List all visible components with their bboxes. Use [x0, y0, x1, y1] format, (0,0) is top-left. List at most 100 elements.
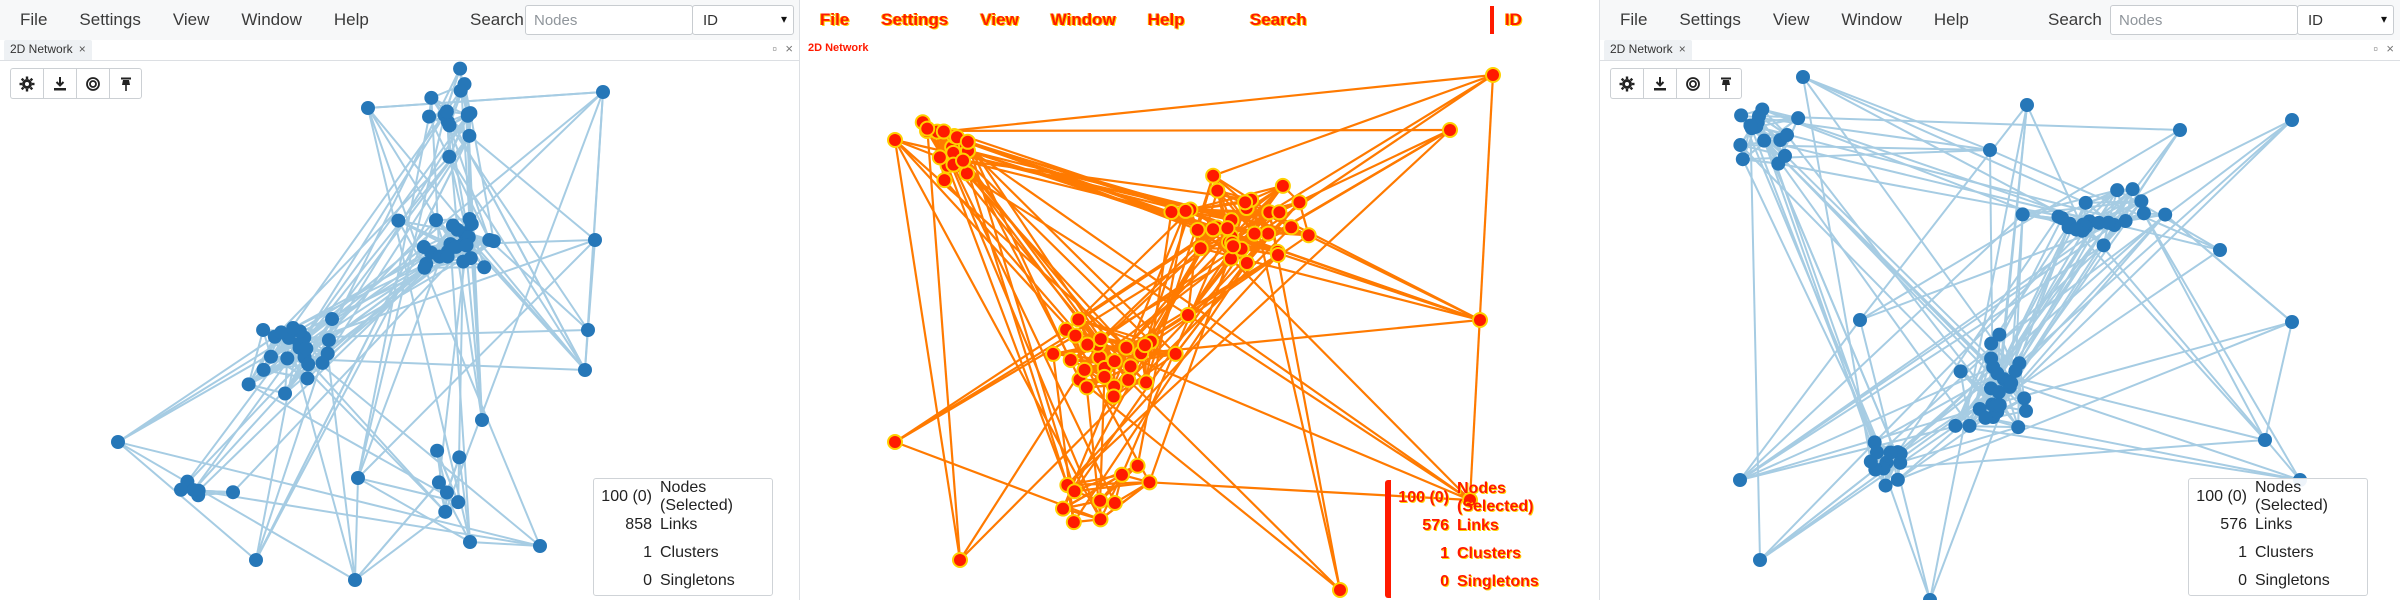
menu-settings[interactable]: Settings	[881, 10, 949, 29]
network-node[interactable]	[2136, 206, 2151, 221]
network-node[interactable]	[1096, 368, 1113, 385]
network-canvas[interactable]	[800, 60, 1600, 600]
network-node[interactable]	[1106, 353, 1123, 370]
network-node[interactable]	[1869, 445, 1884, 460]
search-input[interactable]	[525, 5, 693, 35]
network-node[interactable]	[1332, 582, 1348, 598]
network-node[interactable]	[1893, 455, 1908, 470]
network-node[interactable]	[2258, 433, 2272, 447]
menu-view[interactable]: View	[980, 10, 1019, 29]
network-node[interactable]	[263, 349, 278, 364]
menu-window[interactable]: Window	[1841, 10, 1902, 29]
network-canvas[interactable]	[1600, 60, 2400, 600]
network-node[interactable]	[315, 355, 330, 370]
network-node[interactable]	[1138, 374, 1155, 391]
menu-help[interactable]: Help	[333, 10, 369, 29]
network-node[interactable]	[1733, 138, 1748, 153]
network-node[interactable]	[2078, 195, 2093, 210]
network-node[interactable]	[1163, 203, 1180, 220]
network-node[interactable]	[2125, 182, 2140, 197]
network-node[interactable]	[431, 475, 446, 490]
network-node[interactable]	[1076, 361, 1093, 378]
network-node[interactable]	[280, 351, 295, 366]
network-node[interactable]	[1209, 182, 1226, 199]
network-node[interactable]	[111, 435, 125, 449]
network-node[interactable]	[2015, 207, 2030, 222]
network-node[interactable]	[286, 321, 301, 336]
network-node[interactable]	[955, 152, 972, 169]
network-node[interactable]	[1883, 445, 1898, 460]
network-node[interactable]	[2110, 183, 2125, 198]
network-node[interactable]	[931, 149, 948, 166]
network-node[interactable]	[935, 123, 952, 140]
network-node[interactable]	[445, 218, 460, 233]
network-node[interactable]	[274, 325, 289, 340]
network-node[interactable]	[348, 573, 362, 587]
network-node[interactable]	[1167, 345, 1184, 362]
network-node[interactable]	[1791, 111, 1806, 126]
network-node[interactable]	[416, 240, 431, 255]
network-node[interactable]	[1984, 336, 1999, 351]
network-node[interactable]	[1953, 364, 1968, 379]
network-node[interactable]	[241, 377, 256, 392]
network-node[interactable]	[533, 539, 547, 553]
network-node[interactable]	[1984, 351, 1999, 366]
network-node[interactable]	[1948, 418, 1963, 433]
network-node[interactable]	[1796, 70, 1810, 84]
network-node[interactable]	[451, 495, 466, 510]
network-node[interactable]	[301, 357, 316, 372]
network-node[interactable]	[226, 485, 241, 500]
network-node[interactable]	[256, 362, 271, 377]
menu-file[interactable]: File	[20, 10, 48, 29]
network-node[interactable]	[2020, 98, 2034, 112]
network-node[interactable]	[173, 482, 188, 497]
network-node[interactable]	[321, 333, 336, 348]
network-node[interactable]	[1079, 336, 1096, 353]
network-node[interactable]	[2101, 215, 2116, 230]
close-icon[interactable]: ×	[1678, 42, 1686, 56]
network-node[interactable]	[2017, 391, 2032, 406]
network-node[interactable]	[1270, 247, 1286, 263]
network-node[interactable]	[952, 552, 968, 568]
network-node[interactable]	[2011, 420, 2026, 435]
network-node[interactable]	[1923, 593, 1937, 600]
network-node[interactable]	[459, 238, 474, 253]
network-node[interactable]	[1136, 337, 1153, 354]
tab-2d-network[interactable]: 2D Network ×	[4, 40, 92, 60]
network-node[interactable]	[1065, 514, 1082, 531]
network-node[interactable]	[578, 363, 592, 377]
network-node[interactable]	[1237, 194, 1254, 211]
network-node[interactable]	[249, 553, 263, 567]
network-node[interactable]	[391, 213, 406, 228]
network-node[interactable]	[1225, 238, 1242, 255]
network-node[interactable]	[1105, 388, 1122, 405]
network-node[interactable]	[1735, 152, 1750, 167]
network-node[interactable]	[462, 128, 477, 143]
network-node[interactable]	[1238, 254, 1255, 271]
network-node[interactable]	[1122, 358, 1139, 375]
network-node[interactable]	[1113, 466, 1130, 483]
pin-button[interactable]	[1709, 68, 1742, 99]
network-node[interactable]	[475, 413, 489, 427]
network-node[interactable]	[299, 341, 314, 356]
network-node[interactable]	[453, 61, 468, 76]
network-node[interactable]	[2008, 363, 2023, 378]
close-icon[interactable]: ×	[78, 42, 86, 56]
search-input[interactable]	[2110, 5, 2298, 35]
network-node[interactable]	[1734, 108, 1749, 123]
center-button[interactable]	[76, 68, 109, 99]
menu-settings[interactable]: Settings	[79, 10, 141, 29]
network-node[interactable]	[1066, 483, 1083, 500]
network-node[interactable]	[1983, 143, 1997, 157]
download-button[interactable]	[1643, 68, 1676, 99]
network-node[interactable]	[588, 233, 602, 247]
network-node[interactable]	[1045, 345, 1062, 362]
menu-help[interactable]: Help	[1933, 10, 1969, 29]
menu-view[interactable]: View	[1772, 10, 1810, 29]
network-node[interactable]	[959, 133, 976, 150]
network-node[interactable]	[596, 85, 610, 99]
network-node[interactable]	[1990, 366, 2005, 381]
network-node[interactable]	[256, 322, 271, 337]
network-node[interactable]	[486, 234, 501, 249]
network-node[interactable]	[449, 239, 464, 254]
